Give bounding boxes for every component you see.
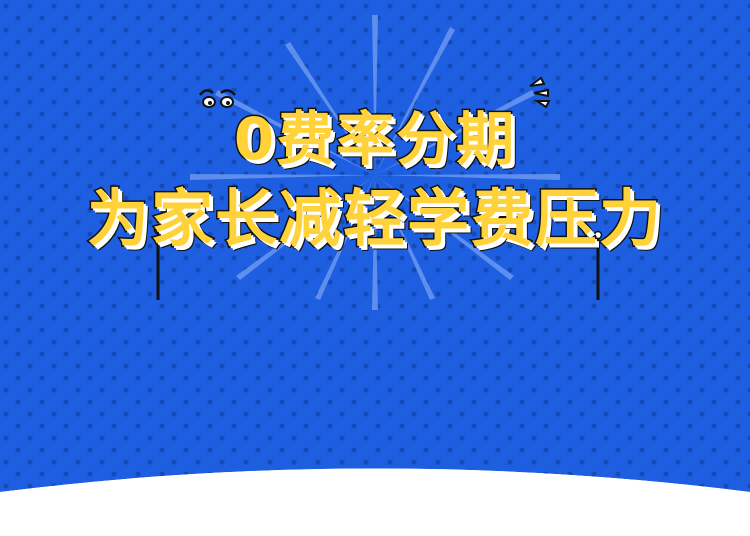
burst-rays	[190, 15, 560, 310]
headline-reduce-tuition-pressure: 为家长减轻学费压力	[85, 181, 663, 257]
headline-zero-fee-installment: 0费率分期	[232, 104, 517, 175]
